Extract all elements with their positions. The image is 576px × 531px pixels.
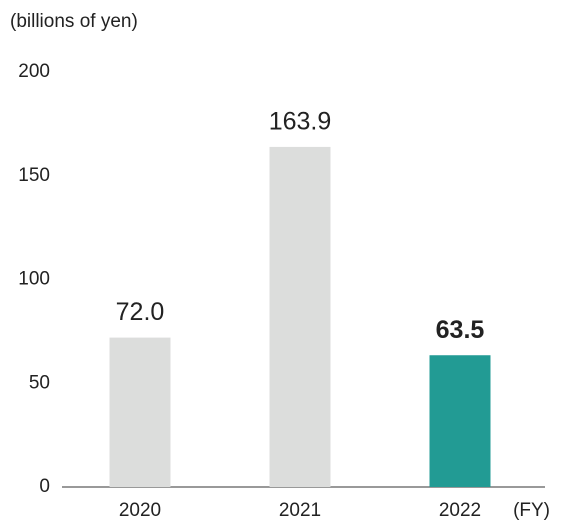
value-label: 163.9: [269, 108, 332, 136]
y-tick-label: 50: [29, 372, 50, 393]
bar: [429, 355, 491, 487]
x-tick-label: 2020: [119, 500, 161, 521]
value-label: 63.5: [436, 316, 485, 344]
y-tick-label: 150: [18, 165, 50, 186]
x-tick-label: 2021: [279, 500, 321, 521]
y-axis-label: (billions of yen): [10, 11, 138, 32]
y-tick-label: 100: [18, 269, 50, 290]
value-label: 72.0: [116, 298, 165, 326]
x-axis-label: (FY): [513, 500, 550, 521]
bar: [269, 146, 331, 487]
y-tick-label: 200: [18, 61, 50, 82]
x-tick-label: 2022: [439, 500, 481, 521]
y-tick-label: 0: [39, 476, 50, 497]
bar: [109, 337, 171, 487]
